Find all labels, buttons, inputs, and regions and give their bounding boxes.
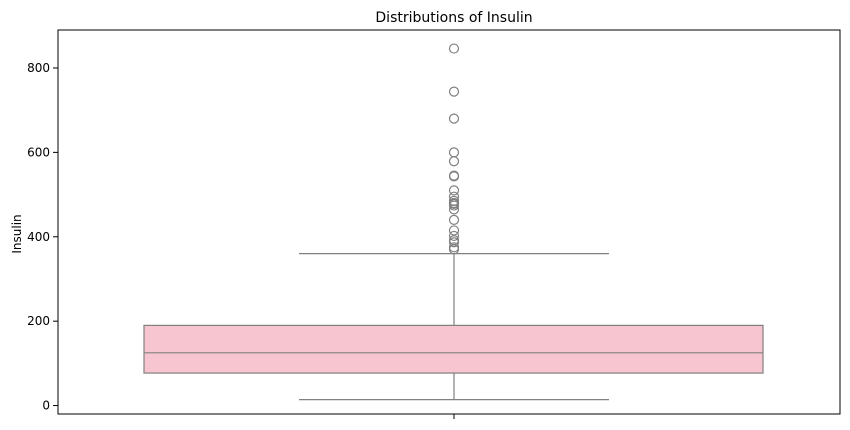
outlier-point <box>448 204 460 215</box>
y-tick-label: 800 <box>27 61 50 75</box>
outlier-point <box>448 86 460 97</box>
outlier-point <box>448 230 460 242</box>
outlier-point <box>448 244 460 255</box>
plot-area <box>143 43 764 401</box>
outlier-point <box>448 237 460 248</box>
outlier-point <box>448 156 460 167</box>
outlier-point <box>448 214 460 225</box>
y-axis-label: Insulin <box>10 214 24 253</box>
outlier-point <box>448 113 460 124</box>
outlier-point <box>448 171 460 182</box>
interquartile-box <box>143 324 764 374</box>
y-tick-label: 200 <box>27 314 50 328</box>
y-tick-label: 600 <box>27 145 50 159</box>
outlier-point <box>448 43 460 54</box>
y-axis: 0 200 400 600 800 <box>27 61 58 413</box>
chart-title: Distributions of Insulin <box>375 10 532 26</box>
outlier-point <box>448 185 460 196</box>
y-tick-label: 0 <box>42 399 50 413</box>
outlier-point <box>448 225 460 236</box>
y-tick-label: 400 <box>27 230 50 244</box>
outlier-point <box>448 147 460 158</box>
plot-frame <box>57 29 841 415</box>
outlier-point <box>448 200 460 211</box>
